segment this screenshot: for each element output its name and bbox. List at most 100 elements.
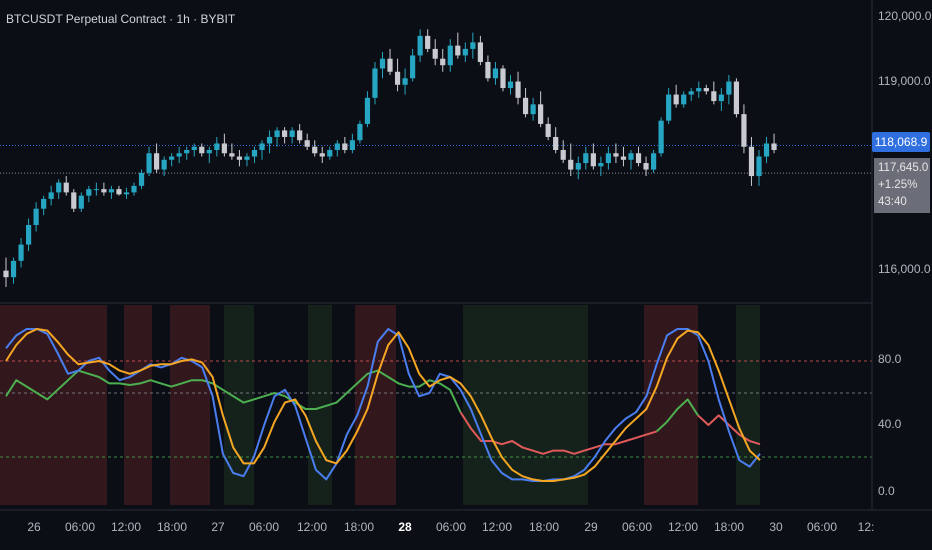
zone-band — [124, 305, 152, 505]
candle-body — [93, 189, 99, 191]
candle-body — [590, 153, 596, 167]
candle-body — [146, 153, 152, 173]
time-tick: 06:00 — [621, 520, 653, 534]
candle-body — [673, 94, 679, 105]
time-tick: 27 — [211, 520, 225, 534]
candle-body — [492, 68, 499, 79]
candle-body — [447, 45, 453, 66]
candle-body — [425, 35, 431, 49]
time-tick: 12:00 — [667, 520, 699, 534]
time-tick: 18:00 — [156, 520, 188, 534]
candle-body — [568, 159, 574, 170]
candle-body — [613, 153, 619, 157]
candle-body — [741, 114, 747, 147]
candle-body — [763, 143, 770, 157]
candle-body — [312, 146, 318, 154]
candle-body — [379, 58, 386, 69]
candle-body — [357, 123, 363, 141]
time-tick: 06:00 — [64, 520, 96, 534]
symbol-title[interactable]: BTCUSDT Perpetual Contract · 1h · BYBIT — [6, 12, 236, 26]
candle-body — [628, 153, 634, 160]
candle-body — [756, 156, 762, 177]
candlestick-series — [3, 29, 777, 287]
bar-countdown: 43:40 — [878, 196, 907, 208]
candle-body — [33, 208, 39, 225]
candle-body — [462, 48, 468, 56]
candle-body — [101, 189, 107, 193]
candle-body — [666, 94, 672, 121]
time-tick: 30 — [769, 520, 783, 534]
candle-body — [530, 104, 536, 115]
candle-body — [598, 163, 604, 167]
time-tick: 18:00 — [343, 520, 375, 534]
k-line — [5, 328, 761, 482]
candle-body — [78, 195, 84, 209]
price-tick: 116,000.0 — [878, 262, 931, 276]
candle-body — [688, 91, 694, 95]
time-tick: 06:00 — [248, 520, 280, 534]
candle-body — [402, 78, 408, 85]
candle-body — [748, 146, 755, 177]
candle-body — [342, 143, 348, 150]
indicator-series — [5, 328, 761, 482]
price-tick: 120,000.0 — [878, 9, 932, 23]
candle-body — [711, 91, 717, 102]
indicator-zones — [0, 305, 760, 505]
candle-body — [620, 156, 627, 160]
candle-body — [703, 88, 709, 92]
zone-band — [224, 305, 254, 505]
candle-body — [733, 81, 740, 115]
candle-body — [372, 68, 378, 98]
candle-body — [71, 192, 77, 209]
time-tick: 29 — [584, 520, 598, 534]
indicator-tick: 0.0 — [878, 484, 895, 498]
strength-line-red — [697, 414, 761, 446]
candle-body — [18, 244, 24, 261]
price-tick: 119,000.0 — [878, 74, 931, 88]
candle-body — [432, 48, 438, 59]
candle-body — [507, 81, 514, 89]
candle-body — [485, 61, 491, 79]
candle-body — [718, 94, 724, 102]
candle-body — [515, 81, 521, 98]
time-tick: 18:00 — [528, 520, 560, 534]
candle-body — [364, 97, 371, 124]
strength-line-green — [656, 398, 699, 433]
candle-body — [108, 189, 115, 193]
candle-body — [86, 189, 92, 196]
time-tick: 06:00 — [435, 520, 467, 534]
candle-body — [251, 150, 258, 157]
candle-body — [417, 35, 423, 56]
candle-body — [583, 153, 589, 164]
candle-body — [206, 150, 212, 154]
candle-body — [214, 143, 220, 150]
candle-body — [297, 130, 303, 141]
candle-body — [327, 150, 333, 157]
candle-body — [560, 150, 566, 160]
candle-body — [236, 156, 243, 160]
candle-body — [289, 130, 295, 137]
candle-body — [266, 136, 273, 144]
candle-body — [3, 270, 9, 278]
candle-body — [681, 94, 687, 105]
candle-body — [259, 143, 265, 150]
candle-body — [116, 189, 122, 195]
candle-body — [394, 71, 401, 85]
strength-line-green — [5, 369, 462, 413]
candle-body — [771, 143, 777, 150]
candle-body — [244, 156, 250, 160]
candle-body — [545, 123, 551, 137]
candle-body — [123, 192, 130, 195]
candle-body — [199, 146, 205, 154]
candle-body — [63, 182, 69, 193]
candle-body — [410, 55, 416, 79]
last-price: 117,645.0 — [878, 162, 929, 174]
zone-band — [736, 305, 760, 505]
candle-body — [643, 163, 649, 170]
candle-body — [184, 150, 190, 154]
candle-body — [349, 140, 355, 150]
candle-body — [169, 156, 175, 160]
candle-body — [650, 153, 657, 170]
candle-body — [10, 260, 17, 278]
